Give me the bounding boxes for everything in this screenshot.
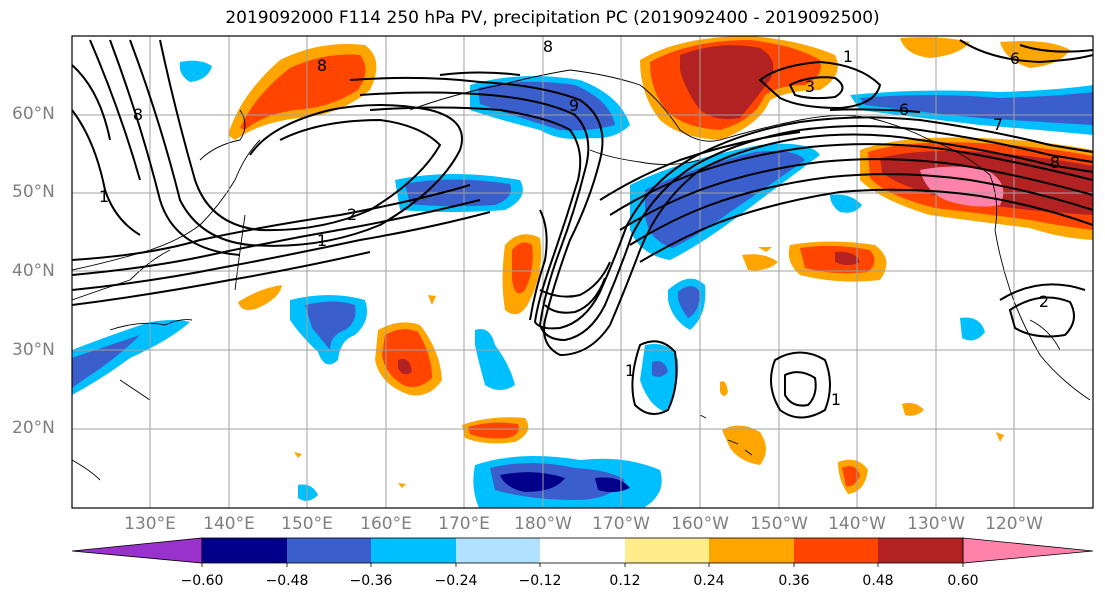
- lon-label: 150°E: [281, 514, 333, 534]
- colorbar: [71, 537, 1094, 567]
- colorbar-segment: [371, 538, 456, 563]
- lon-label: 180°W: [514, 514, 572, 534]
- figure-title: 2019092000 F114 250 hPa PV, precipitatio…: [225, 8, 880, 28]
- pv-label: 1: [317, 231, 327, 250]
- pv-label: 1: [831, 390, 841, 409]
- lat-label: 20°N: [12, 418, 55, 438]
- colorbar-segment: [287, 538, 371, 563]
- pv-label: 8: [133, 105, 143, 124]
- lon-label: 140°E: [203, 514, 255, 534]
- precip-neg-kuroshio: [72, 320, 190, 395]
- pv-label: 7: [993, 115, 1003, 134]
- colorbar-tick-label: 0.24: [693, 573, 725, 589]
- colorbar-tick-label: −0.48: [265, 573, 309, 589]
- precip-shading: [72, 36, 1093, 508]
- pv-label: 8: [1050, 153, 1060, 172]
- lat-label: 30°N: [12, 340, 55, 360]
- pv-label: 8: [317, 56, 327, 75]
- colorbar-tick-label: 0.60: [947, 573, 979, 589]
- pv-label: 6: [1010, 49, 1020, 68]
- pv-label: 1: [99, 187, 109, 206]
- pv-label: 1: [625, 361, 635, 380]
- pv-label: 9: [569, 96, 579, 115]
- colorbar-segment: [794, 538, 878, 563]
- colorbar-segment: [709, 538, 794, 563]
- pv-label: 8: [543, 37, 553, 56]
- colorbar-tick-label: 0.12: [609, 573, 641, 589]
- lon-label: 170°E: [438, 514, 490, 534]
- lon-label: 140°W: [828, 514, 886, 534]
- pv-label: 6: [899, 100, 909, 119]
- colorbar-segment: [878, 538, 963, 563]
- pv-label: 2: [347, 205, 357, 224]
- colorbar-segment: [202, 538, 287, 563]
- colorbar-extend-high: [962, 537, 1094, 564]
- colorbar-extend-low: [71, 537, 203, 564]
- pv-label: 1: [843, 47, 853, 66]
- colorbar-tick-label: 0.36: [778, 573, 810, 589]
- pv-contours: [72, 39, 1093, 419]
- colorbar-tick-label: −0.60: [180, 573, 224, 589]
- pv-label: 2: [1039, 292, 1049, 311]
- colorbar-segment: [625, 538, 709, 563]
- lon-label: 160°W: [671, 514, 729, 534]
- colorbar-segment: [456, 538, 540, 563]
- lat-label: 50°N: [12, 182, 55, 202]
- colorbar-segment: [540, 538, 625, 563]
- lon-label: 170°W: [592, 514, 650, 534]
- lon-label: 130°E: [124, 514, 176, 534]
- lon-label: 130°W: [907, 514, 965, 534]
- colorbar-tick-label: −0.12: [518, 573, 562, 589]
- lat-label: 40°N: [12, 261, 55, 281]
- pv-label: 3: [805, 77, 815, 96]
- lat-label: 60°N: [12, 104, 55, 124]
- colorbar-tick-label: −0.24: [434, 573, 478, 589]
- map-border: [71, 35, 1094, 509]
- colorbar-tick-label: 0.48: [862, 573, 894, 589]
- colorbar-tick-label: −0.36: [349, 573, 393, 589]
- lon-label: 160°E: [360, 514, 412, 534]
- lon-label: 150°W: [750, 514, 808, 534]
- pv-contour-labels: 8 9 8 1 3 6 7 8 8 1 2 1 1 1 2 6: [99, 37, 1060, 409]
- lon-label: 120°W: [985, 514, 1043, 534]
